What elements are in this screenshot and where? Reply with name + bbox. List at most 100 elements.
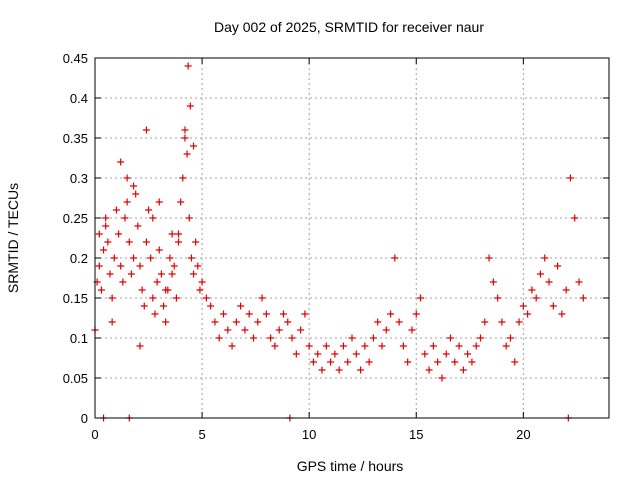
data-point	[455, 342, 463, 350]
data-point	[211, 318, 219, 326]
data-point	[335, 366, 343, 374]
x-tick-label: 15	[409, 427, 423, 442]
data-point	[382, 326, 390, 334]
y-tick-label: 0.15	[63, 291, 88, 306]
data-point	[104, 238, 112, 246]
data-point	[175, 230, 183, 238]
data-point	[361, 342, 369, 350]
data-point	[571, 214, 579, 222]
data-point	[181, 126, 189, 134]
data-point	[179, 174, 187, 182]
x-tick-label: 5	[198, 427, 205, 442]
data-point	[125, 238, 133, 246]
data-point	[369, 334, 377, 342]
data-point	[421, 350, 429, 358]
data-point	[494, 294, 502, 302]
data-point	[134, 222, 142, 230]
data-point	[249, 334, 257, 342]
grid	[95, 58, 609, 418]
data-point	[489, 278, 497, 286]
data-point	[292, 350, 300, 358]
data-point	[365, 358, 373, 366]
data-point	[232, 318, 240, 326]
data-point	[190, 142, 198, 150]
ticks	[94, 57, 609, 419]
x-axis-title: GPS time / hours	[297, 458, 404, 474]
data-point	[262, 310, 270, 318]
data-point	[147, 254, 155, 262]
data-point	[442, 350, 450, 358]
data-point	[412, 310, 420, 318]
data-point	[404, 358, 412, 366]
data-point	[130, 254, 138, 262]
data-point	[331, 350, 339, 358]
data-point	[477, 334, 484, 342]
data-point	[149, 214, 157, 222]
data-point	[305, 342, 313, 350]
data-point	[506, 334, 514, 342]
data-point	[224, 326, 232, 334]
data-point	[399, 342, 407, 350]
data-point	[554, 262, 562, 270]
data-point	[132, 190, 140, 198]
data-point	[536, 270, 544, 278]
data-point	[123, 174, 131, 182]
data-point	[374, 318, 382, 326]
data-point	[258, 294, 266, 302]
data-point	[297, 326, 305, 334]
data-point	[127, 270, 135, 278]
data-point	[451, 358, 459, 366]
x-tick-labels: 0 5 10 15 20	[91, 427, 530, 442]
data-point	[121, 214, 129, 222]
data-point	[549, 302, 557, 310]
data-point	[241, 326, 249, 334]
data-point	[391, 254, 399, 262]
data-point	[155, 198, 163, 206]
data-point	[97, 286, 105, 294]
data-point	[140, 302, 148, 310]
data-point	[558, 310, 566, 318]
data-point	[138, 286, 146, 294]
chart-title: Day 002 of 2025, SRMTID for receiver nau…	[214, 19, 484, 35]
data-point	[378, 342, 386, 350]
data-point	[472, 342, 480, 350]
data-point	[434, 358, 442, 366]
data-point	[112, 206, 120, 214]
data-point	[288, 334, 296, 342]
data-point	[545, 278, 553, 286]
data-point	[481, 318, 489, 326]
data-point	[485, 254, 493, 262]
data-point	[185, 214, 193, 222]
data-point	[339, 342, 347, 350]
data-point	[202, 294, 210, 302]
data-point	[186, 102, 194, 110]
data-point	[95, 230, 103, 238]
data-point	[395, 318, 403, 326]
data-point	[515, 318, 523, 326]
data-point	[160, 302, 168, 310]
data-point	[447, 334, 455, 342]
data-point	[106, 270, 114, 278]
y-tick-label: 0.45	[63, 51, 88, 66]
data-point	[102, 222, 110, 230]
data-point	[348, 334, 356, 342]
x-tick-label: 0	[91, 427, 98, 442]
data-point	[184, 62, 192, 70]
data-point	[172, 294, 180, 302]
data-point	[155, 246, 163, 254]
data-point	[177, 198, 185, 206]
data-point	[228, 342, 236, 350]
data-point	[198, 278, 206, 286]
data-point	[183, 150, 191, 158]
data-point	[149, 294, 157, 302]
data-point	[254, 318, 262, 326]
data-point	[459, 366, 467, 374]
x-tick-label: 20	[516, 427, 530, 442]
data-point	[117, 262, 125, 270]
data-point	[145, 206, 153, 214]
data-point	[352, 350, 360, 358]
data-point	[245, 310, 253, 318]
data-point	[123, 198, 131, 206]
data-point	[192, 238, 200, 246]
